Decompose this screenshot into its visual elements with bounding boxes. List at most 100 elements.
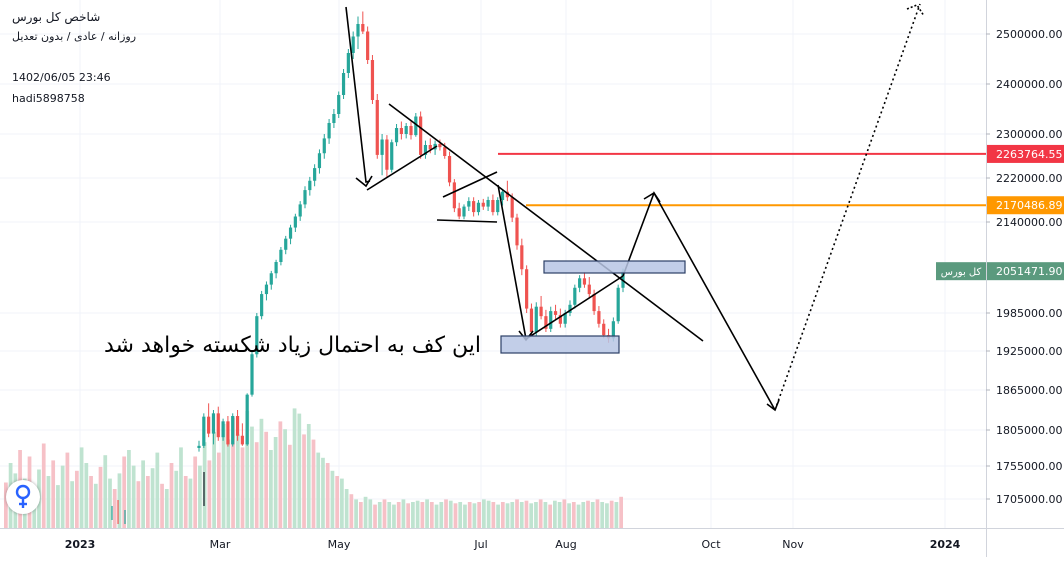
volume-bar	[264, 431, 269, 528]
candle-body	[284, 238, 288, 250]
volume-bar	[269, 450, 273, 528]
volume-bar	[235, 434, 240, 528]
grid	[0, 0, 986, 528]
tradingview-logo-icon[interactable]	[6, 480, 40, 514]
volume-bar	[581, 502, 586, 528]
volume-bar	[283, 429, 287, 528]
volume-bar	[103, 455, 108, 528]
volume-bar	[131, 465, 136, 528]
drawing-tools[interactable]	[345, 3, 925, 412]
price-tick-label: 2400000.00	[996, 78, 1062, 91]
volume-bar	[553, 500, 557, 528]
volume-bar	[164, 489, 169, 528]
candle-body	[452, 182, 456, 209]
flag-bottom-line[interactable]	[436, 219, 498, 223]
candle-body	[597, 311, 601, 324]
volume-bar	[349, 494, 354, 528]
candle-body	[288, 227, 293, 239]
volume-bar	[354, 499, 358, 528]
volume-bar	[543, 502, 548, 528]
volume-bar	[363, 496, 368, 528]
volume-bar	[287, 444, 292, 528]
volume-bar	[538, 499, 543, 528]
volume-bar	[207, 460, 212, 528]
wedge-lower-line[interactable]	[366, 145, 438, 191]
candle-body	[462, 206, 466, 217]
time-axis[interactable]: 2023 Mar May Jul Aug Oct Nov 2024	[0, 528, 1064, 552]
price-tick-label: 1705000.00	[996, 493, 1062, 506]
candle-body	[269, 273, 273, 285]
volume-bar	[41, 443, 46, 528]
candle-body	[491, 200, 495, 213]
candle-body	[472, 201, 476, 213]
symbol-subtitle: روزانه / عادی / بدون تعدیل	[12, 30, 137, 43]
volume-bar	[306, 424, 311, 528]
arrowhead-top	[906, 4, 925, 17]
price-tick-label: 1985000.00	[996, 307, 1062, 320]
volume-bar	[377, 502, 382, 528]
volume-bar	[46, 476, 51, 528]
projection-path-3[interactable]	[622, 191, 776, 411]
price-tick-label: 2300000.00	[996, 128, 1062, 141]
volume-bar	[439, 502, 444, 528]
volume-bar	[448, 500, 453, 528]
publish-timestamp: 1402/06/05 23:46	[12, 71, 111, 84]
candle-body	[317, 153, 322, 169]
candle-body	[313, 168, 317, 181]
price-tick-label: 1755000.00	[996, 460, 1062, 473]
candle-body	[486, 200, 490, 207]
price-label-tag	[987, 144, 1064, 163]
volume-bar	[250, 426, 254, 528]
candle-body	[375, 100, 379, 155]
volume-bar	[534, 502, 538, 528]
volume-bar	[619, 496, 623, 528]
series-name-label: کل بورس	[941, 267, 982, 278]
volume-bar	[420, 502, 425, 528]
time-tick-label: May	[328, 538, 351, 551]
volume-bar	[127, 450, 131, 528]
price-label-value: 2051471.90	[996, 265, 1062, 278]
candle-body	[235, 416, 240, 436]
volume-bar	[482, 499, 486, 528]
candle-body	[592, 294, 596, 312]
series-name-tag	[936, 262, 986, 281]
volume-bar	[600, 502, 605, 528]
volume-bar	[174, 470, 179, 528]
trend-line-descending[interactable]	[388, 103, 704, 342]
volume-bar	[93, 483, 98, 528]
candle-body	[457, 208, 461, 217]
volume-bar	[406, 503, 411, 528]
flag-top-line[interactable]	[442, 171, 498, 198]
volume-bar	[56, 485, 60, 528]
volume-bar	[183, 476, 188, 528]
candle-body	[520, 245, 524, 270]
candle-body	[563, 313, 567, 324]
volume-bar	[562, 499, 567, 528]
volume-bar	[557, 502, 562, 528]
volume-bar	[477, 502, 482, 528]
price-axis[interactable]: 2500000.00 2400000.00 2300000.00 2220000.00…	[936, 0, 1064, 557]
volume-bar	[571, 502, 576, 528]
volume-bar	[70, 481, 74, 528]
support-box[interactable]	[500, 335, 620, 354]
time-tick-label: Nov	[782, 538, 804, 551]
chart-annotation-text[interactable]: این کف به احتمال زیاد شکسته خواهد شد	[104, 333, 481, 358]
candle-body	[394, 128, 399, 143]
candle-body	[481, 202, 485, 207]
arrowhead-low	[766, 399, 780, 412]
candle-body	[616, 287, 620, 322]
candle-body	[467, 201, 471, 207]
volume-bar	[500, 502, 505, 528]
volume-bar	[150, 468, 155, 528]
volume-bar	[316, 452, 321, 528]
resistance-box[interactable]	[543, 260, 686, 274]
candle-body	[298, 204, 302, 217]
time-tick-label: Aug	[555, 538, 576, 551]
candle-body	[226, 421, 230, 445]
volume-bar	[221, 424, 226, 528]
projection-dotted[interactable]	[774, 3, 921, 411]
candle-body	[515, 217, 519, 246]
volume-bar	[292, 408, 297, 528]
volume-bar	[117, 473, 122, 528]
